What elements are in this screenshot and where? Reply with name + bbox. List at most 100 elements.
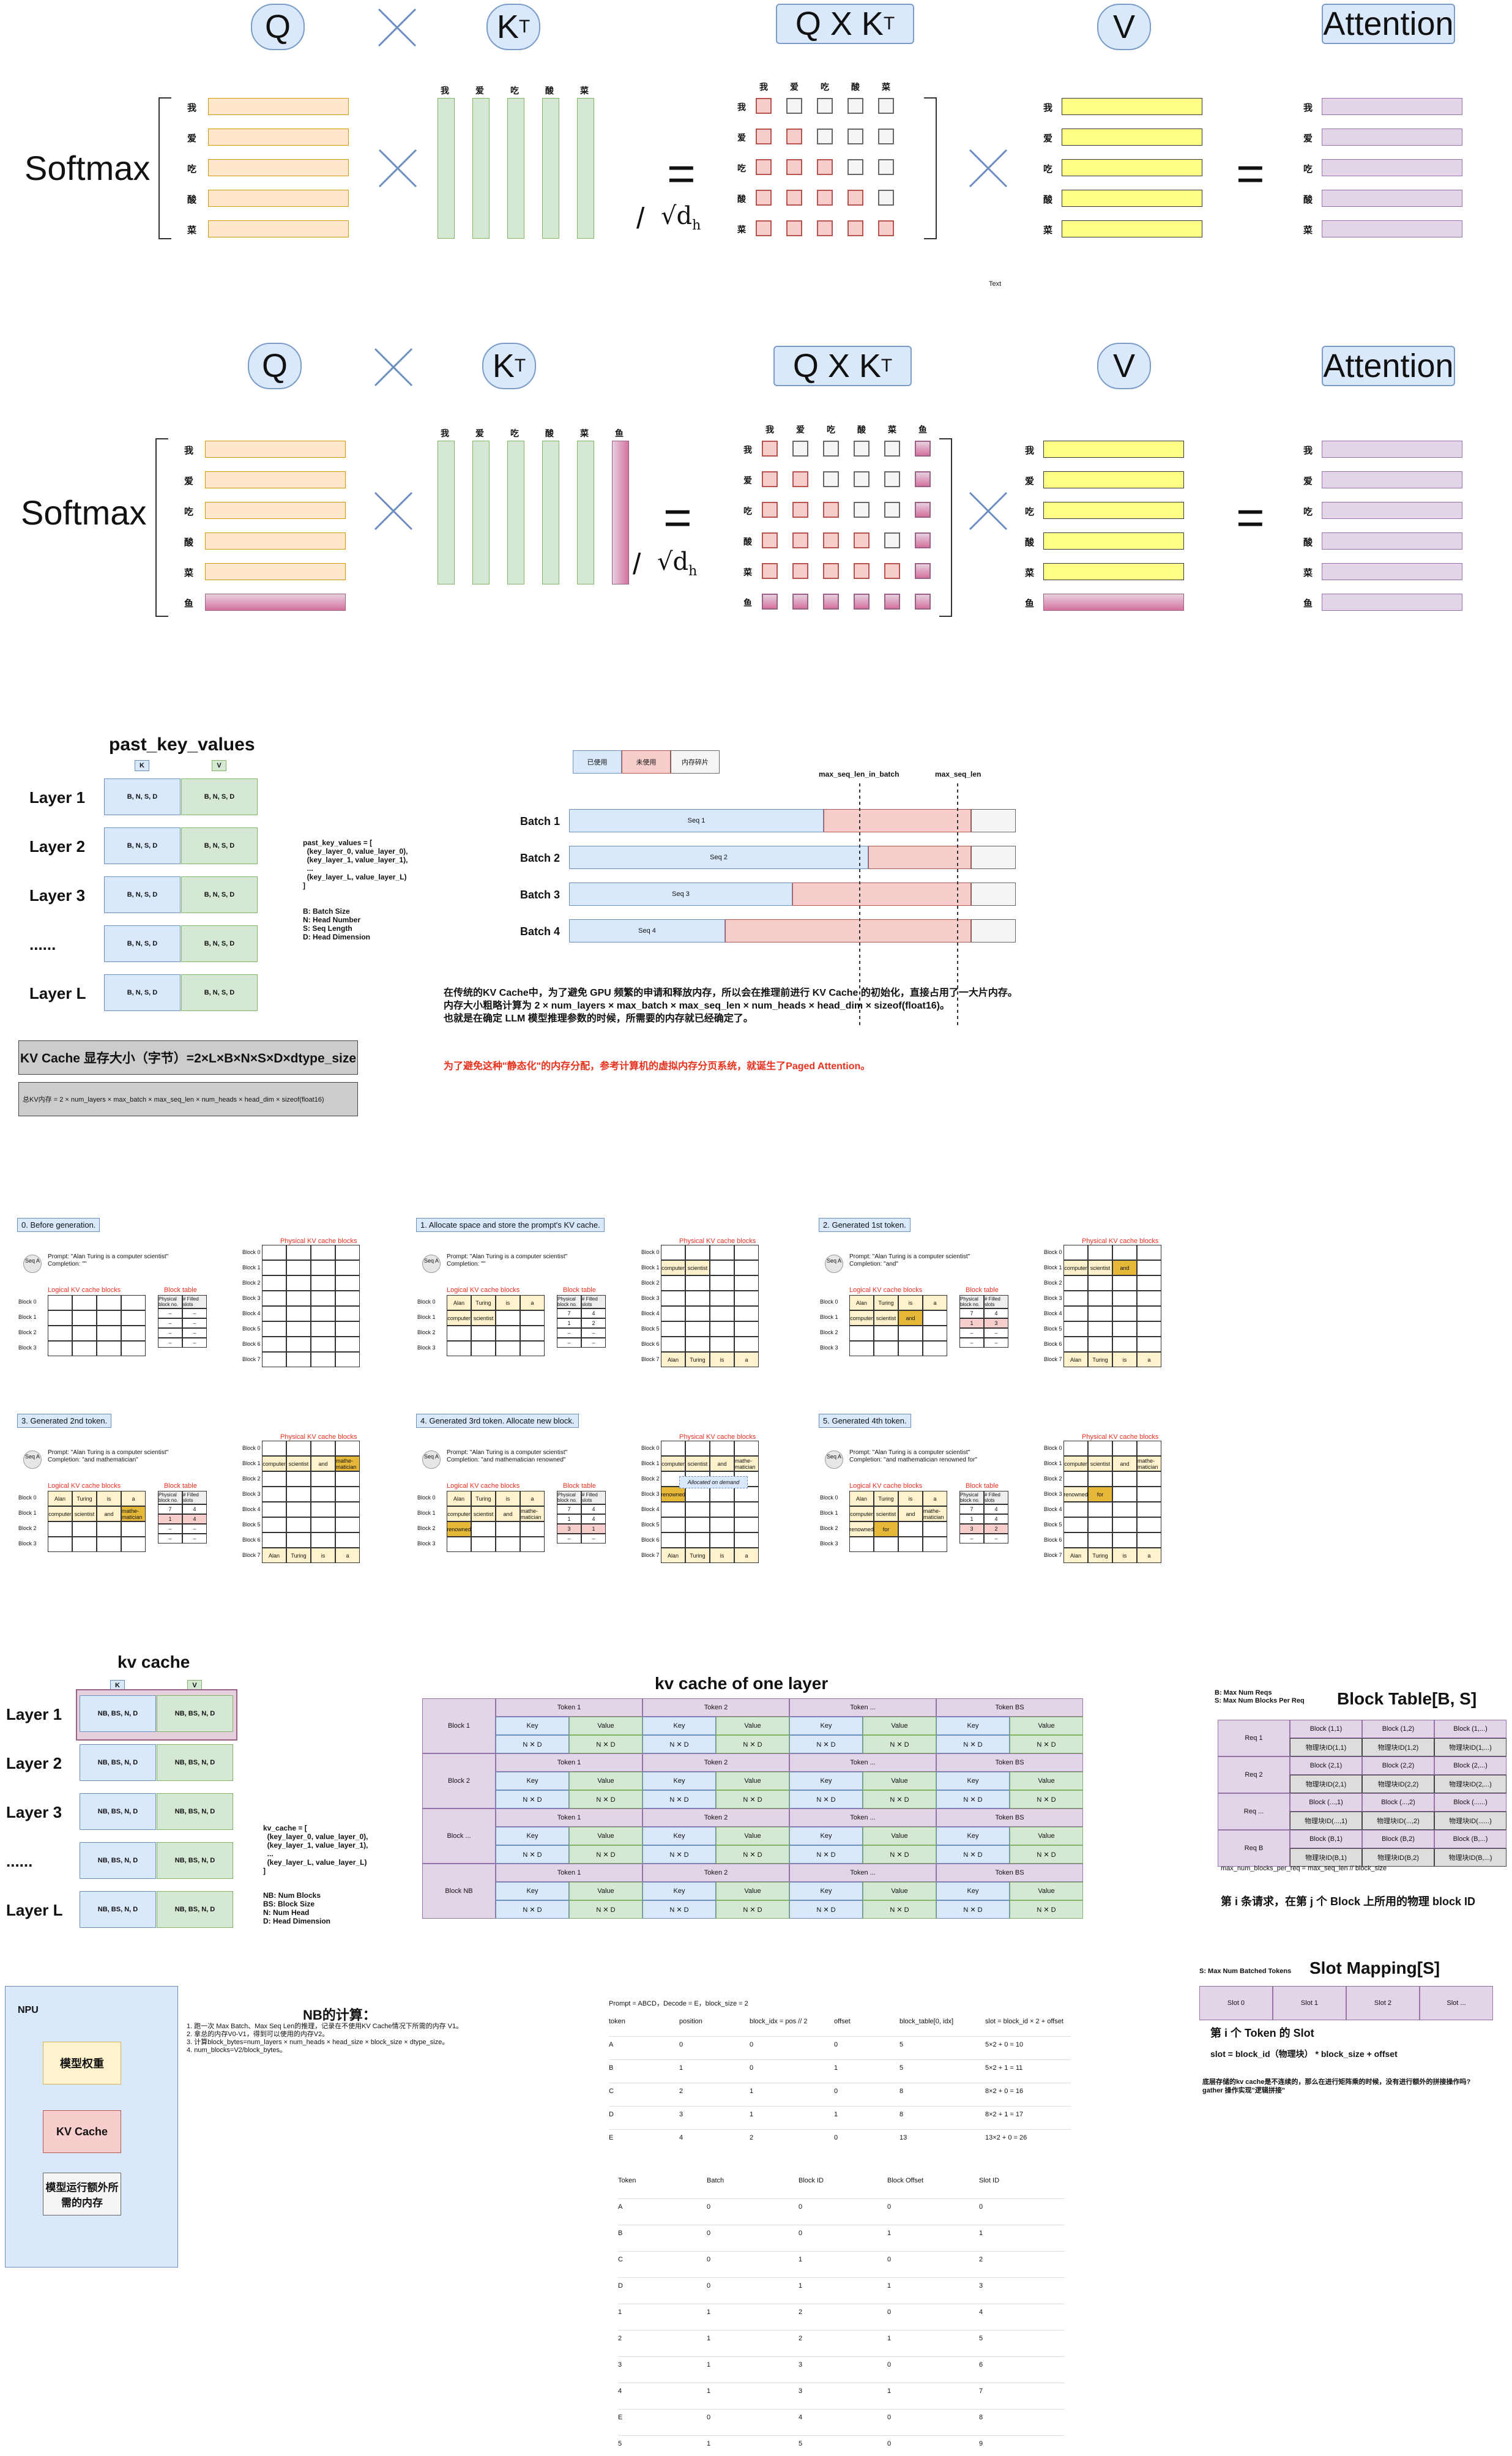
logical-slot: renowned (447, 1521, 471, 1537)
table-cell: 1 (707, 2361, 711, 2368)
table-cell: 1 (834, 2111, 838, 2118)
table-cell: 7 (979, 2387, 983, 2395)
table-cell: D (618, 2282, 623, 2290)
logical-slot (471, 1537, 496, 1552)
physical-slot (1137, 1517, 1161, 1532)
physical-slot (1063, 1275, 1088, 1291)
value-cell: Value (1010, 1882, 1083, 1900)
value-cell: Value (569, 1827, 642, 1845)
v-cache-tensor: NB, BS, N, D (157, 1744, 233, 1781)
physical-slot: computer (661, 1456, 685, 1471)
layer-label: Layer 3 (6, 1803, 62, 1821)
q-row-bar (205, 594, 346, 611)
physical-slot (262, 1306, 286, 1321)
seq-a-icon: Seq A (422, 1255, 441, 1273)
multiply-icon (969, 491, 1008, 531)
value-cell: Value (863, 1717, 936, 1735)
logical-slot (471, 1341, 496, 1356)
physical-slot: renowned (661, 1487, 685, 1502)
physical-slot (661, 1502, 685, 1517)
block-label: Block 2 (422, 1753, 496, 1808)
physical-slot (1063, 1441, 1088, 1456)
table-cell: A (609, 2041, 614, 2048)
logical-slot: and (898, 1310, 923, 1326)
table-cell: 5×2 + 0 = 10 (985, 2041, 1024, 2048)
logical-block-cell: Block (2,2) (1362, 1756, 1434, 1775)
logical-slot (97, 1295, 121, 1310)
filled-slots-cell: 4 (581, 1514, 606, 1524)
col-label: 爱 (475, 86, 484, 95)
token-header: Token 2 (642, 1698, 789, 1717)
table-cell: 5 (799, 2440, 803, 2447)
physical-slot (710, 1245, 734, 1260)
physical-slot (710, 1321, 734, 1337)
logical-slot: a (520, 1295, 545, 1310)
row-label: 酸 (1303, 195, 1313, 205)
logical-slot: Alan (447, 1295, 471, 1310)
score-cell (878, 159, 894, 175)
logical-slot: mathe-matician (121, 1506, 146, 1521)
row-label: 爱 (737, 133, 746, 143)
physical-slot (286, 1245, 311, 1260)
score-cell (762, 532, 778, 548)
table-cell: 0 (887, 2256, 892, 2263)
logical-slot: Alan (849, 1295, 874, 1310)
physical-slot (685, 1532, 710, 1548)
fragment-segment (971, 883, 1016, 906)
v-header: V (187, 1680, 202, 1691)
phys-block-cell: 1 (158, 1514, 182, 1524)
block-table-title: Block table (164, 1482, 197, 1490)
score-cell (756, 190, 772, 206)
completion-text: Completion: "and mathematician renowned" (447, 1457, 566, 1463)
table-cell: 8 (899, 2111, 904, 2118)
phys-block-cell: – (557, 1534, 581, 1543)
physical-block-label: Block 2 (242, 1280, 261, 1286)
col-label: 菜 (580, 428, 589, 438)
score-cell (817, 159, 833, 175)
table-cell: 0 (834, 2088, 838, 2095)
k-col-bar (577, 441, 594, 584)
table-cell: 1 (887, 2387, 892, 2395)
v-cache-tensor: NB, BS, N, D (157, 1793, 233, 1830)
physical-slot (1088, 1291, 1112, 1306)
physical-slot (661, 1275, 685, 1291)
col-label: 爱 (796, 425, 805, 435)
k-col-bar (472, 441, 490, 584)
physical-slot: Alan (262, 1548, 286, 1563)
physical-block-label: Block 7 (1044, 1552, 1062, 1558)
logical-block-cell: Block (......) (1434, 1793, 1506, 1812)
multiply-icon (378, 149, 417, 188)
physical-block-label: Block 3 (641, 1491, 660, 1497)
filled-slots-cell: – (581, 1338, 606, 1348)
v-row-bar (1043, 441, 1184, 458)
physical-slot (262, 1532, 286, 1548)
logical-slot: Alan (447, 1491, 471, 1506)
logical-slot (520, 1310, 545, 1326)
row-label: 酸 (187, 195, 197, 205)
value-shape: N ✕ D (1010, 1735, 1083, 1753)
logical-slot: Alan (849, 1491, 874, 1506)
value-cell: Value (716, 1772, 789, 1790)
req-label: Req 2 (1218, 1756, 1290, 1793)
col-label: 爱 (475, 428, 484, 438)
logical-block-label: Block 3 (820, 1540, 838, 1547)
physical-slot (1112, 1532, 1137, 1548)
score-cell (878, 129, 894, 144)
logical-slot (520, 1521, 545, 1537)
physical-block-label: Block 4 (242, 1310, 261, 1316)
row-label: 我 (737, 102, 746, 112)
physical-slot (1063, 1321, 1088, 1337)
score-cell (847, 190, 863, 206)
physical-slot (335, 1502, 360, 1517)
phys-col-header: Physical block no. (158, 1491, 182, 1504)
score-cell (884, 563, 900, 579)
score-cell (792, 502, 808, 518)
v-row-bar (1062, 190, 1202, 207)
softmax-label: Softmax (21, 493, 147, 532)
physical-slot (1137, 1502, 1161, 1517)
logical-slot (496, 1537, 520, 1552)
table-cell: 0 (887, 2414, 892, 2421)
physical-slot: scientist (1088, 1260, 1112, 1275)
row-label: 我 (743, 445, 752, 455)
